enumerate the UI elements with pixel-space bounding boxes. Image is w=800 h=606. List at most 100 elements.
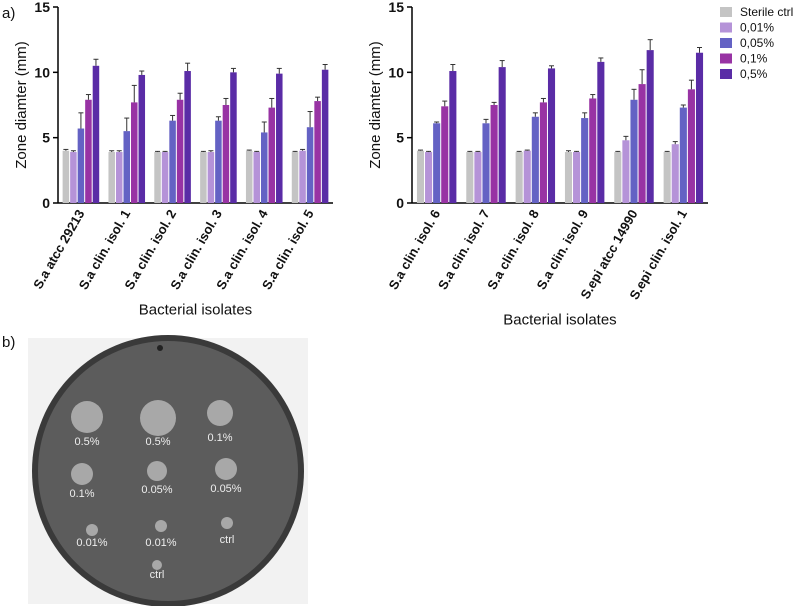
spot-label: 0.05%: [210, 483, 241, 495]
bar: [490, 105, 498, 203]
bar: [547, 68, 556, 203]
error-bar: [565, 150, 571, 153]
dish-agar: [38, 341, 298, 601]
error-bar: [532, 112, 538, 117]
error-bar: [63, 148, 69, 151]
bar: [92, 65, 100, 203]
bar: [306, 127, 314, 203]
bar: [215, 120, 222, 203]
error-bar: [417, 149, 423, 151]
bar: [138, 74, 146, 204]
error-bar: [680, 104, 686, 108]
bar: [614, 152, 622, 203]
error-bar: [200, 150, 206, 153]
bar: [638, 84, 646, 203]
bar: [589, 98, 597, 203]
spot-label: 0.5%: [145, 436, 170, 448]
bar: [268, 107, 276, 203]
error-bar: [590, 94, 596, 99]
bar: [646, 50, 654, 204]
bar: [77, 128, 85, 203]
error-bar: [116, 150, 122, 153]
error-bar: [230, 67, 236, 73]
error-bar: [315, 96, 321, 102]
legend-swatch: [720, 7, 732, 17]
bar: [531, 116, 539, 203]
bar: [687, 89, 695, 203]
bar: [253, 152, 260, 203]
error-bar: [475, 150, 481, 153]
error-bar: [269, 97, 275, 108]
bar: [70, 152, 77, 203]
error-bar: [615, 150, 621, 153]
error-bar: [292, 150, 298, 153]
bar: [597, 61, 605, 203]
bar: [222, 105, 230, 203]
bar: [321, 69, 329, 203]
panel-label: b): [2, 334, 15, 351]
bar: [581, 118, 589, 203]
spot-label: ctrl: [220, 534, 235, 546]
bar: [200, 152, 207, 203]
bar: [466, 152, 474, 203]
error-bar: [177, 92, 183, 100]
error-bar: [93, 58, 99, 66]
bar: [482, 123, 490, 203]
bar: [207, 152, 215, 203]
error-bar: [688, 79, 694, 90]
spot-label: 0.5%: [74, 436, 99, 448]
legend-label: 0,01%: [740, 21, 774, 35]
spot-label: 0.01%: [145, 537, 176, 549]
error-bar: [623, 135, 629, 141]
legend-swatch: [720, 22, 732, 33]
legend-label: 0,05%: [740, 36, 774, 50]
inhibition-zone: [71, 463, 93, 485]
bar: [260, 132, 268, 203]
error-bar: [185, 62, 191, 72]
error-bar: [246, 149, 252, 151]
bar: [123, 131, 131, 203]
inhibition-zone: [221, 517, 233, 529]
inhibition-zone: [140, 400, 176, 436]
bar: [245, 150, 253, 203]
error-bar: [598, 57, 604, 62]
bar: [85, 99, 92, 203]
error-bar: [647, 39, 653, 51]
y-axis-title: Zone diamter (mm): [13, 41, 30, 169]
y-tick-label: 10: [388, 64, 404, 80]
bar: [184, 71, 191, 203]
error-bar: [467, 150, 473, 153]
spot-label: 0.01%: [76, 537, 107, 549]
bar: [474, 152, 482, 203]
error-bar: [162, 150, 168, 153]
error-bar: [672, 141, 678, 145]
spot-label: 0.1%: [207, 432, 232, 444]
bar: [433, 123, 441, 203]
bar: [230, 72, 237, 203]
error-bar: [499, 60, 505, 68]
inhibition-zone: [215, 458, 237, 480]
bar: [276, 73, 283, 203]
bar: [515, 152, 523, 203]
y-tick-label: 15: [388, 0, 404, 15]
bar: [695, 52, 704, 203]
dish-mark: [157, 345, 163, 351]
error-bar: [524, 149, 530, 151]
bar: [539, 102, 547, 203]
spot-label: 0.1%: [69, 488, 94, 500]
bar: [425, 152, 433, 203]
error-bar: [155, 150, 161, 153]
x-tick-label: S.a clin. isol. 8: [484, 207, 542, 292]
legend-label: Sterile ctrl: [740, 5, 793, 19]
bar: [176, 99, 184, 203]
spot-label: ctrl: [150, 569, 165, 581]
legend-label: 0,1%: [740, 52, 768, 66]
error-bar: [208, 150, 214, 153]
bar: [131, 102, 138, 203]
y-tick-label: 5: [396, 130, 404, 146]
error-bar: [639, 69, 645, 85]
error-bar: [109, 150, 115, 153]
legend-swatch: [720, 53, 732, 64]
bar: [630, 99, 638, 203]
